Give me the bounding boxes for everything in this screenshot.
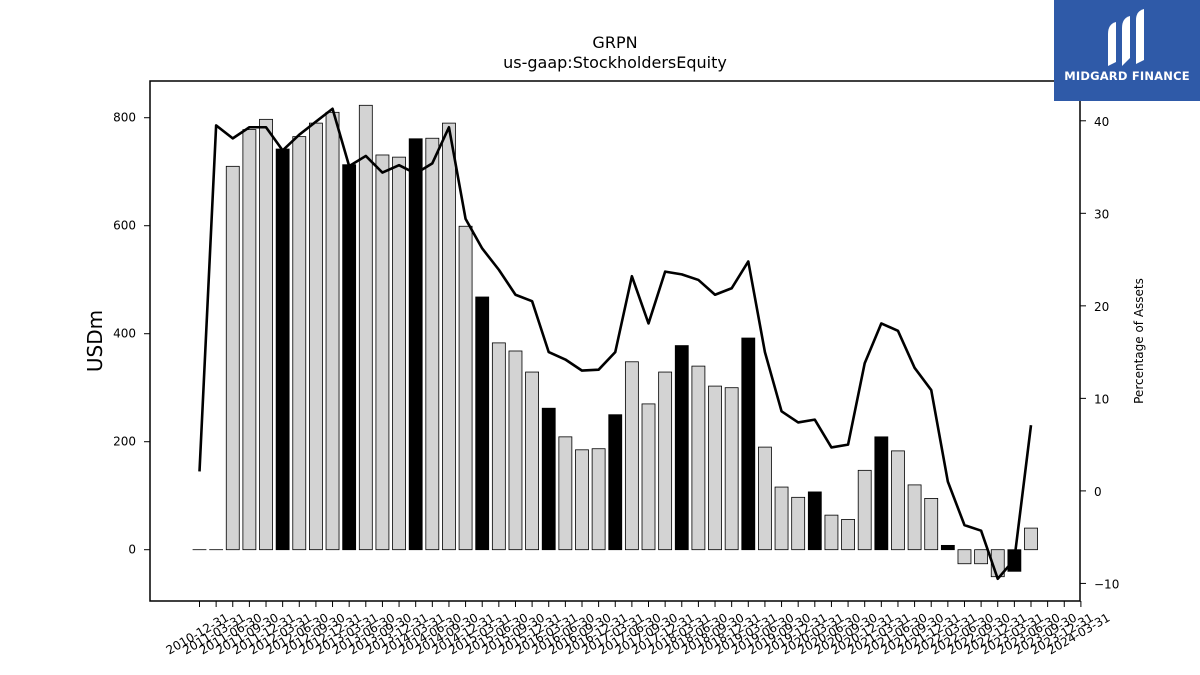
midgard-logo: MIDGARD FINANCE: [1054, 0, 1200, 101]
chart-subtitle: us-gaap:StockholdersEquity: [503, 53, 727, 72]
bar-2014-03-31: [408, 138, 423, 551]
bar-2018-09-30: [708, 385, 722, 551]
y2-tick-label--10: −10: [1094, 577, 1119, 591]
bar-2016-06-30: [558, 436, 573, 551]
bar-2011-09-30: [242, 129, 257, 551]
bar-2013-09-30: [375, 154, 390, 551]
bar-2021-12-31: [924, 497, 939, 551]
bar-2017-03-31: [608, 414, 623, 551]
y-axis-right: −10 0 10 20 30 40: [1080, 115, 1119, 591]
bar-2015-09-30: [508, 350, 523, 551]
midgard-logo-icon: [1108, 9, 1144, 66]
bar-2012-12-31: [325, 111, 340, 551]
bar-2021-06-30: [891, 450, 905, 551]
bar-2017-06-30: [624, 361, 639, 551]
bars: [192, 104, 1038, 578]
y2-tick-label-0: 0: [1094, 485, 1102, 499]
bar-2020-06-30: [824, 514, 839, 551]
bar-2013-06-30: [358, 104, 373, 551]
y-tick-label-800: 800: [113, 111, 136, 125]
bar-2016-09-30: [575, 449, 589, 551]
series-line-percentage-of-assets: [198, 107, 1033, 581]
bar-2022-03-31: [940, 544, 955, 551]
bar-2014-09-30: [442, 122, 456, 551]
bar-2015-06-30: [491, 342, 506, 551]
bar-2015-03-31: [475, 296, 490, 551]
bar-2016-12-31: [591, 448, 606, 551]
y-tick-label-200: 200: [113, 435, 136, 449]
bar-2014-06-30: [425, 137, 440, 551]
bar-2013-12-31: [392, 156, 406, 551]
bar-2019-03-31: [741, 337, 756, 551]
bar-2018-12-31: [724, 387, 739, 551]
x-axis: 2010-12-312011-03-312011-06-302011-09-30…: [164, 601, 1112, 657]
bar-2015-12-31: [525, 371, 539, 551]
y2-tick-label-30: 30: [1094, 207, 1109, 221]
y2-tick-label-20: 20: [1094, 300, 1109, 314]
bar-2017-09-30: [641, 403, 656, 551]
bar-2013-03-31: [342, 164, 357, 551]
bar-2020-09-30: [841, 519, 855, 551]
bar-2012-03-31: [275, 148, 290, 551]
brand-name: MIDGARD FINANCE: [1064, 69, 1190, 83]
bar-2022-06-30: [957, 549, 972, 565]
line-layer: [198, 107, 1033, 581]
bar-2014-12-31: [458, 225, 473, 551]
y-tick-label-400: 400: [113, 327, 136, 341]
y-axis-label-left: USDm: [83, 310, 107, 372]
bar-2021-09-30: [907, 484, 922, 551]
bar-2023-06-30: [1024, 527, 1038, 551]
bar-2019-12-31: [791, 496, 806, 551]
bar-2020-12-31: [857, 469, 872, 551]
bar-2011-12-31: [259, 118, 273, 551]
bar-2018-03-31: [674, 345, 689, 551]
y2-tick-label-10: 10: [1094, 392, 1109, 406]
y-axis-left: 0 200 400 600 800: [113, 111, 150, 557]
y2-tick-label-40: 40: [1094, 115, 1109, 129]
bar-2016-03-31: [541, 407, 556, 551]
y-tick-label-600: 600: [113, 219, 136, 233]
bar-2011-06-30: [225, 165, 240, 551]
bar-2022-09-30: [974, 549, 989, 565]
y-axis-label-right: Percentage of Assets: [1132, 278, 1146, 404]
bar-2018-06-30: [691, 365, 706, 551]
bar-2020-03-31: [807, 491, 822, 551]
bar-2019-06-30: [758, 446, 772, 551]
y-tick-label-0: 0: [128, 543, 136, 557]
bar-2012-06-30: [292, 136, 307, 551]
bar-2021-03-31: [874, 436, 889, 551]
bar-2019-09-30: [774, 486, 789, 551]
chart-title: GRPN: [592, 33, 637, 52]
bar-2012-09-30: [309, 122, 323, 551]
bar-2017-12-31: [658, 371, 673, 551]
